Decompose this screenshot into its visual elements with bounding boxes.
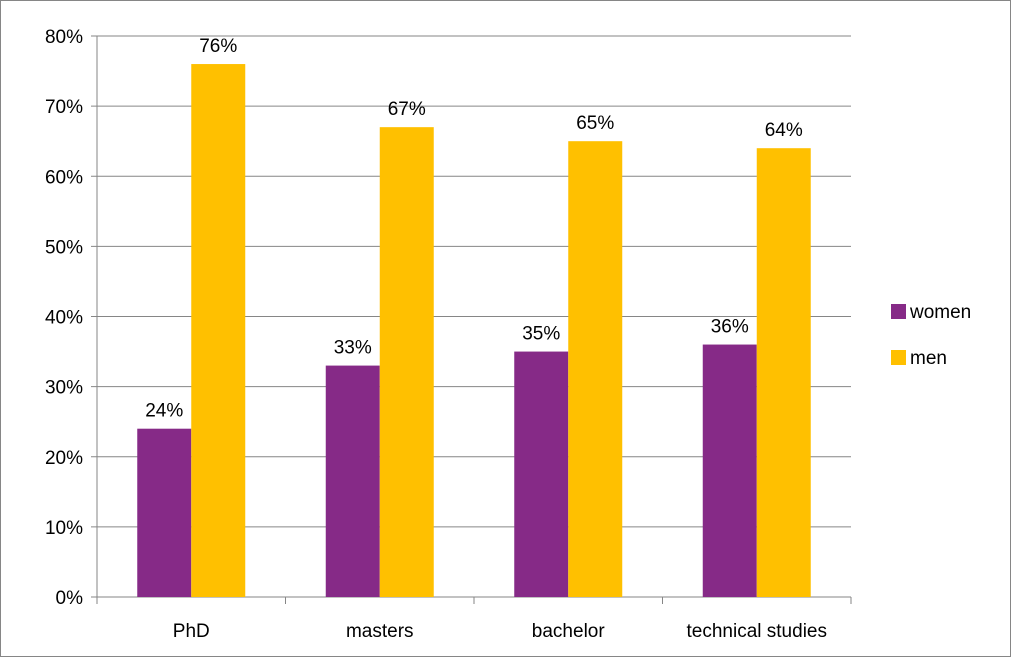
data-label: 64% <box>765 120 803 141</box>
y-tick-label: 70% <box>45 97 83 118</box>
data-label: 36% <box>711 317 749 338</box>
data-labels: 24% 76% 33% 67% 35% 65% 36% 64% <box>145 36 803 422</box>
x-tick-label: PhD <box>173 621 210 642</box>
x-tick-label: masters <box>346 621 414 642</box>
legend-label-women: women <box>909 302 971 323</box>
x-tick-label: bachelor <box>532 621 606 642</box>
bar-women-technical-studies <box>702 344 757 597</box>
bar-men-phd <box>191 64 246 598</box>
bar-women-masters <box>325 365 380 597</box>
bar-men-masters <box>379 127 434 597</box>
data-label: 35% <box>522 324 560 345</box>
x-tick-label: technical studies <box>687 621 827 642</box>
data-label: 33% <box>334 338 372 359</box>
y-tick-label: 80% <box>45 27 83 48</box>
axes: 0% 10% 20% 30% 40% 50% 60% 70% 80% PhD masters bach… <box>45 27 852 642</box>
y-tick-label: 0% <box>56 588 84 609</box>
bars <box>137 64 811 598</box>
data-label: 65% <box>576 113 614 134</box>
data-label: 24% <box>145 401 183 422</box>
bar-men-technical-studies <box>756 148 811 597</box>
y-tick-label: 30% <box>45 378 83 399</box>
legend-label-men: men <box>910 348 947 369</box>
y-tick-label: 40% <box>45 308 83 329</box>
bar-men-bachelor <box>568 141 623 597</box>
data-label: 67% <box>388 99 426 120</box>
legend-swatch-men <box>891 350 906 365</box>
bar-women-phd <box>137 428 192 597</box>
y-tick-label: 50% <box>45 237 83 258</box>
legend-swatch-women <box>891 304 906 319</box>
y-tick-label: 60% <box>45 167 83 188</box>
y-tick-label: 10% <box>45 518 83 539</box>
bar-women-bachelor <box>514 351 569 597</box>
data-label: 76% <box>199 36 237 57</box>
y-tick-label: 20% <box>45 448 83 469</box>
legend: women men <box>891 302 971 369</box>
